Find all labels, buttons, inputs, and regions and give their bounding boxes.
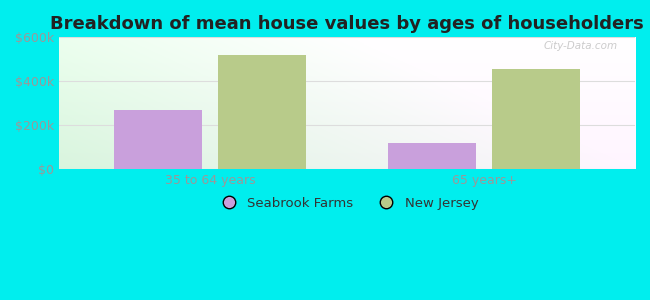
Bar (388, 143, 476, 169)
Title: Breakdown of mean house values by ages of householders: Breakdown of mean house values by ages o… (50, 15, 644, 33)
Bar (114, 110, 202, 169)
Text: City-Data.com: City-Data.com (543, 41, 618, 51)
Bar (218, 55, 306, 169)
Legend: Seabrook Farms, New Jersey: Seabrook Farms, New Jersey (210, 192, 484, 215)
Bar (492, 69, 580, 169)
